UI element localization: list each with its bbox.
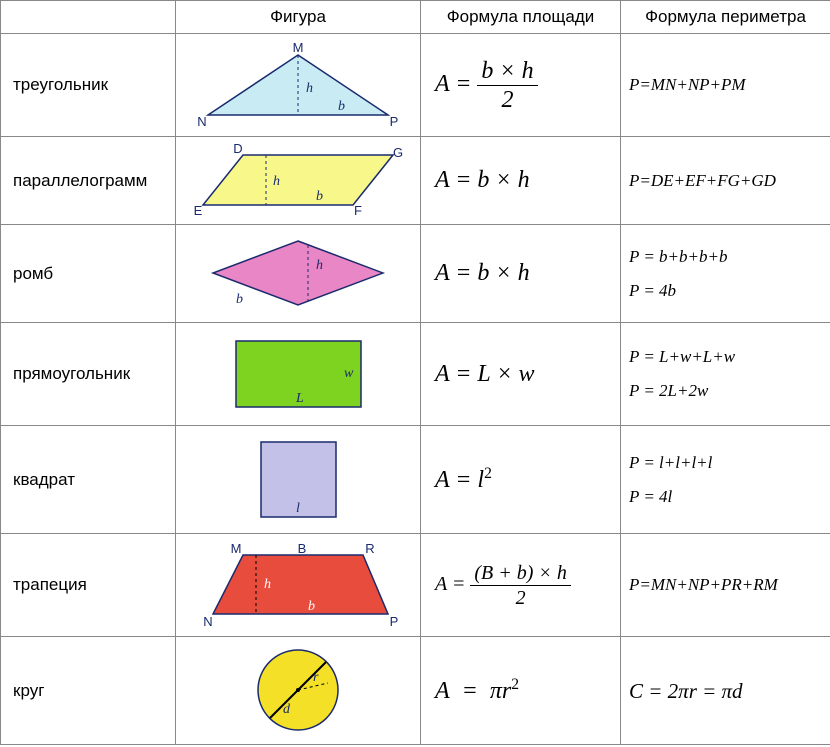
row-triangle: треугольник M N P h b A = b × h2 P=MN+NP… [1,34,830,137]
svg-text:h: h [273,174,280,189]
fig-trapezoid: M B R N P h b [176,534,421,637]
fig-square: l [176,426,421,534]
svg-text:w: w [344,366,354,381]
area-parallelogram: A = b × h [421,137,621,225]
svg-text:r: r [313,670,319,685]
svg-text:L: L [295,391,304,406]
row-parallelogram: параллелограмм D G E F h b A = b × h P=D… [1,137,830,225]
name-square: квадрат [1,426,176,534]
svg-text:M: M [293,40,304,55]
hdr-area: Формула площади [421,1,621,34]
hdr-name [1,1,176,34]
svg-text:P: P [390,114,399,129]
fig-circle: r d [176,637,421,745]
svg-text:h: h [306,81,313,96]
svg-text:d: d [283,702,291,717]
fig-rhombus: h b [176,225,421,323]
per-triangle: P=MN+NP+PM [621,34,830,137]
trapezoid-svg: M B R N P h b [188,540,408,630]
svg-text:h: h [316,258,323,273]
svg-text:b: b [316,189,323,204]
name-triangle: треугольник [1,34,176,137]
per-circle: C = 2πr = πd [621,637,830,745]
formulas-table: Фигура Формула площади Формула периметра… [0,0,830,745]
square-svg: l [188,432,408,527]
name-parallelogram: параллелограмм [1,137,176,225]
circle-svg: r d [188,643,408,738]
fig-parallelogram: D G E F h b [176,137,421,225]
triangle-svg: M N P h b [188,40,408,130]
svg-text:P: P [390,614,399,629]
area-trapezoid: A = (B + b) × h2 [421,534,621,637]
name-circle: круг [1,637,176,745]
header-row: Фигура Формула площади Формула периметра [1,1,830,34]
area-rectangle: A = L × w [421,323,621,426]
row-circle: круг r d A = πr2 C = 2πr = πd [1,637,830,745]
name-rectangle: прямоугольник [1,323,176,426]
svg-text:N: N [197,114,206,129]
svg-text:D: D [233,143,242,156]
svg-text:R: R [365,541,374,556]
svg-text:G: G [393,145,403,160]
parallelogram-svg: D G E F h b [188,143,408,218]
svg-text:b: b [338,99,345,114]
rhombus-svg: h b [188,231,408,316]
svg-text:N: N [203,614,212,629]
name-rhombus: ромб [1,225,176,323]
svg-text:h: h [264,577,271,592]
per-rhombus: P = b+b+b+bP = 4b [621,225,830,323]
svg-text:b: b [236,292,243,307]
svg-text:B: B [298,541,307,556]
rectangle-svg: w L [188,329,408,419]
per-rectangle: P = L+w+L+wP = 2L+2w [621,323,830,426]
per-trapezoid: P=MN+NP+PR+RM [621,534,830,637]
row-rhombus: ромб h b A = b × h P = b+b+b+bP = 4b [1,225,830,323]
hdr-figure: Фигура [176,1,421,34]
area-square: A = l2 [421,426,621,534]
fig-rectangle: w L [176,323,421,426]
hdr-perimeter: Формула периметра [621,1,830,34]
svg-text:l: l [296,501,300,516]
area-circle: A = πr2 [421,637,621,745]
svg-text:F: F [354,203,362,218]
svg-text:M: M [231,541,242,556]
svg-text:E: E [194,203,203,218]
fig-triangle: M N P h b [176,34,421,137]
area-triangle: A = b × h2 [421,34,621,137]
per-parallelogram: P=DE+EF+FG+GD [621,137,830,225]
area-rhombus: A = b × h [421,225,621,323]
row-rectangle: прямоугольник w L A = L × w P = L+w+L+wP… [1,323,830,426]
row-square: квадрат l A = l2 P = l+l+l+lP = 4l [1,426,830,534]
row-trapezoid: трапеция M B R N P h b A = (B + b) × h2 … [1,534,830,637]
name-trapezoid: трапеция [1,534,176,637]
svg-text:b: b [308,599,315,614]
per-square: P = l+l+l+lP = 4l [621,426,830,534]
